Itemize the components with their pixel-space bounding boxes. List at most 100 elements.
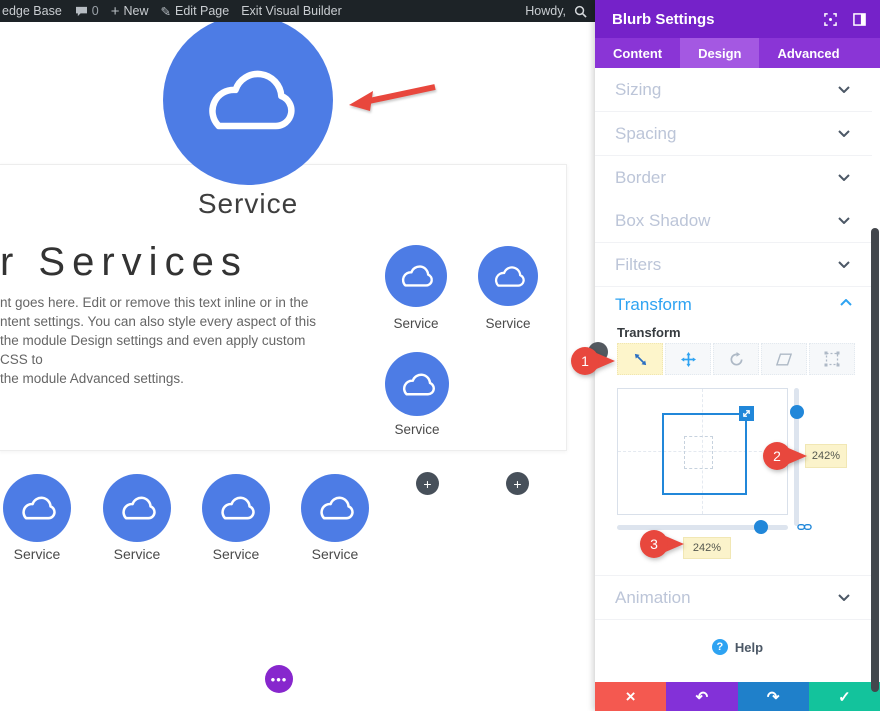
body-paragraph[interactable]: nt goes here. Edit or remove this text i… <box>0 293 330 388</box>
plus-icon: + <box>423 475 432 492</box>
transform-scaled-box[interactable] <box>662 413 747 495</box>
cloud-icon <box>494 265 525 287</box>
annotation-marker-1: 1 <box>571 347 615 375</box>
help-icon: ? <box>711 639 728 655</box>
section-spacing[interactable]: Spacing <box>595 112 872 156</box>
scale-icon <box>634 353 646 365</box>
annotation-marker-3: 3 <box>640 530 684 558</box>
move-icon <box>680 351 696 367</box>
section-border[interactable]: Border <box>595 156 872 200</box>
bottom-blurb-2-circle[interactable] <box>103 474 171 542</box>
panel-position-icon[interactable] <box>853 12 866 26</box>
close-icon: × <box>625 686 636 706</box>
bottom-blurb-2-label[interactable]: Service <box>113 546 161 562</box>
chevron-down-icon <box>838 261 850 268</box>
exit-visual-builder[interactable]: Exit Visual Builder <box>241 4 342 18</box>
admin-comments[interactable]: 0 <box>75 4 99 18</box>
wp-admin-bar: edge Base 0 + New ✎ Edit Page Exit Visua… <box>0 0 595 22</box>
transform-original-box <box>684 436 713 469</box>
chevron-down-icon <box>838 217 850 224</box>
rotate-icon <box>730 351 742 365</box>
save-button[interactable]: ✓ <box>808 682 880 711</box>
link-axes-icon[interactable] <box>797 521 812 533</box>
transform-rotate-button[interactable] <box>713 343 759 375</box>
admin-search[interactable] <box>574 5 587 18</box>
scale-x-value-field[interactable]: 242% <box>683 537 731 559</box>
chevron-down-icon <box>838 174 850 181</box>
svg-text:2: 2 <box>773 448 781 464</box>
chevron-up-icon[interactable] <box>840 299 852 306</box>
bottom-blurb-4-label[interactable]: Service <box>311 546 359 562</box>
panel-title: Blurb Settings <box>612 10 715 28</box>
admin-new-button[interactable]: + New <box>110 2 149 20</box>
add-module-button[interactable]: + <box>506 472 529 495</box>
redo-button[interactable]: ↷ <box>737 682 809 711</box>
transform-translate-button[interactable] <box>665 343 711 375</box>
scale-handle[interactable] <box>739 406 754 421</box>
admin-site-name[interactable]: edge Base <box>2 4 62 18</box>
paragraph-line: the module Advanced settings. <box>0 371 184 386</box>
section-transform-title[interactable]: Transform <box>615 295 692 314</box>
mid-blurb-1-circle[interactable] <box>385 245 447 307</box>
mid-blurb-1-label[interactable]: Service <box>393 316 439 331</box>
resize-handle-icon <box>743 410 750 417</box>
section-animation[interactable]: Animation <box>595 575 872 620</box>
cloud-icon <box>121 496 156 520</box>
red-arrow-annotation <box>349 84 436 111</box>
scale-x-slider-handle[interactable] <box>754 520 768 534</box>
scale-y-slider-handle[interactable] <box>790 405 804 419</box>
transform-skew-button[interactable] <box>761 343 807 375</box>
comment-count: 0 <box>91 4 99 18</box>
tab-content[interactable]: Content <box>613 45 663 61</box>
annotation-marker-2: 2 <box>763 442 807 470</box>
help-button[interactable]: ? Help <box>595 632 880 662</box>
chevron-down-icon <box>838 594 850 601</box>
skew-icon <box>776 352 792 366</box>
plus-icon: + <box>110 2 120 20</box>
expand-modal-icon[interactable] <box>824 12 837 26</box>
panel-tabs: Content Design Advanced <box>595 38 880 68</box>
cloud-icon <box>319 496 354 520</box>
cloud-icon <box>402 373 435 395</box>
cloud-icon <box>21 496 56 520</box>
bottom-blurb-1-circle[interactable] <box>3 474 71 542</box>
scale-y-value-field[interactable]: 242% <box>805 444 847 468</box>
search-icon <box>574 5 587 18</box>
discard-button[interactable]: × <box>595 682 667 711</box>
hero-blurb-title[interactable]: Service <box>197 188 299 219</box>
section-sizing[interactable]: Sizing <box>595 68 872 112</box>
scale-x-slider[interactable] <box>617 525 788 530</box>
bottom-blurb-4-circle[interactable] <box>301 474 369 542</box>
chevron-down-icon <box>838 130 850 137</box>
section-box-shadow[interactable]: Box Shadow <box>595 199 872 243</box>
transform-field-label: Transform <box>617 325 681 340</box>
undo-button[interactable]: ↶ <box>666 682 738 711</box>
undo-icon: ↶ <box>695 688 709 706</box>
plus-icon: + <box>513 475 522 492</box>
hero-blurb-circle[interactable] <box>163 15 333 185</box>
redo-icon: ↷ <box>766 688 780 706</box>
mid-blurb-3-label[interactable]: Service <box>394 422 440 437</box>
mid-blurb-2-circle[interactable] <box>478 246 538 306</box>
panel-scrollbar[interactable] <box>871 228 879 692</box>
mid-blurb-2-label[interactable]: Service <box>485 316 531 331</box>
page-settings-button[interactable]: ••• <box>265 665 293 693</box>
tab-design[interactable]: Design <box>680 38 760 68</box>
paragraph-line: nt goes here. Edit or remove this text i… <box>0 295 309 310</box>
bottom-blurb-1-label[interactable]: Service <box>13 546 61 562</box>
section-filters[interactable]: Filters <box>595 243 872 287</box>
admin-edit-page[interactable]: ✎ Edit Page <box>160 4 230 19</box>
transform-origin-button[interactable] <box>809 343 855 375</box>
bottom-blurb-3-label[interactable]: Service <box>212 546 260 562</box>
tab-advanced[interactable]: Advanced <box>777 45 840 61</box>
bottom-blurb-3-circle[interactable] <box>202 474 270 542</box>
section-heading[interactable]: r Services <box>0 240 248 284</box>
mid-blurb-3-circle[interactable] <box>385 352 449 416</box>
transform-scale-button[interactable] <box>617 343 663 375</box>
admin-howdy[interactable]: Howdy, <box>525 4 566 18</box>
pencil-icon: ✎ <box>160 4 171 19</box>
add-module-button[interactable]: + <box>416 472 439 495</box>
paragraph-line: the module Design settings and even appl… <box>0 333 306 367</box>
origin-icon <box>824 351 840 367</box>
